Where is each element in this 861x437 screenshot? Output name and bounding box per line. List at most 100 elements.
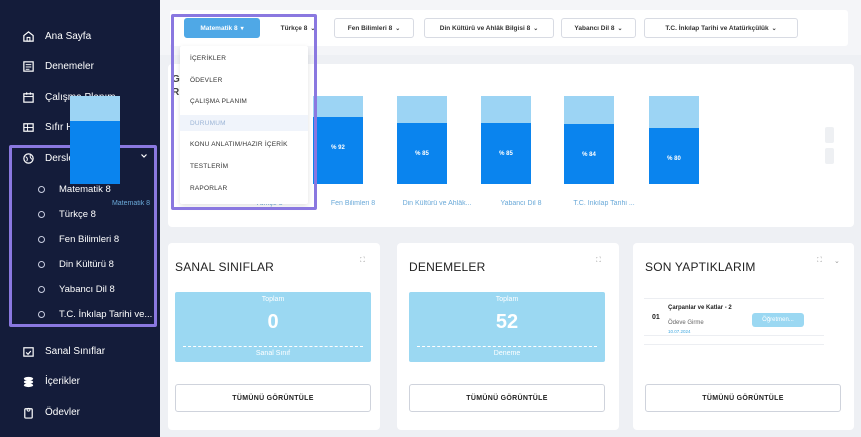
- layers-icon: [22, 375, 35, 388]
- list-item: [644, 344, 824, 364]
- tab-matematik[interactable]: Matematik 8 ▾: [184, 18, 260, 38]
- chart-bar-remainder: [70, 96, 120, 121]
- chart-data-label: % 85: [415, 151, 429, 157]
- sidebar-item-sanal-siniflar[interactable]: Sanal Sınıflar: [0, 336, 160, 366]
- sidebar-subitem-matematik[interactable]: Matematik 8: [0, 177, 160, 201]
- tabs-container: Matematik 8 ▾ Türkçe 8 ⌄ Fen Bilimleri 8 ⌄ …: [170, 10, 848, 46]
- tab-fen[interactable]: Fen Bilimleri 8 ⌄: [334, 18, 414, 38]
- menu-item-icerikler[interactable]: İÇERİKLER: [190, 55, 227, 62]
- tab-yabanci[interactable]: Yabancı Dil 8 ⌄: [561, 18, 636, 38]
- stat-caption: Toplam: [261, 296, 285, 303]
- sidebar-item-label: Dersler: [45, 152, 78, 164]
- highlight-frame: [171, 14, 317, 210]
- menu-item-testlerim[interactable]: TESTLERİM: [190, 163, 229, 170]
- chart-category-label: T.C. İnkılap Tarihi ...: [573, 200, 635, 207]
- sidebar-item-odevler[interactable]: Ödevler: [0, 397, 160, 427]
- row-number: 01: [652, 314, 660, 321]
- chevron-down-icon[interactable]: ⌄: [834, 258, 840, 265]
- view-all-button[interactable]: TÜMÜNÜ GÖRÜNTÜLE: [645, 384, 841, 412]
- chart-heading-fragment: G: [172, 74, 180, 85]
- calendar-icon: [22, 91, 35, 104]
- dropdown-selected-bg: [180, 115, 308, 131]
- menu-item-raporlar[interactable]: RAPORLAR: [190, 185, 228, 192]
- tab-inkilap[interactable]: T.C. İnkılap Tarihi ve Atatürkçülük ⌄: [644, 18, 798, 38]
- sidebar-item-label: Sanal Sınıflar: [45, 345, 106, 357]
- chart-bar-remainder: [649, 96, 699, 128]
- sidebar-item-icerikler[interactable]: İçerikler: [0, 366, 160, 396]
- sidebar-item-denemeler[interactable]: Denemeler: [0, 51, 160, 81]
- sidebar: Ana Sayfa Denemeler Çalışma Planım Sıfır…: [0, 0, 160, 437]
- chart-bar-remainder: [313, 96, 363, 117]
- circle-icon: [38, 285, 45, 293]
- row-title: Çarpanlar ve Katlar - 2: [668, 305, 732, 311]
- chart-bar: % 85: [481, 96, 531, 184]
- sidebar-subitem-fen[interactable]: Fen Bilimleri 8: [0, 227, 160, 251]
- chart-heading-fragment: R: [172, 87, 180, 98]
- stat-caption: Toplam: [495, 296, 519, 303]
- card-title: DENEMELER: [409, 260, 486, 274]
- sidebar-subitem-yabanci[interactable]: Yabancı Dil 8: [0, 277, 160, 301]
- chart-data-label: % 80: [667, 156, 681, 162]
- chart-scroll-down[interactable]: [825, 148, 834, 164]
- chevron-down-icon: ⌄: [310, 25, 316, 32]
- chart-bar-remainder: [481, 96, 531, 123]
- chevron-down-icon: ⌄: [533, 25, 539, 32]
- menu-item-calisma-planim[interactable]: ÇALIŞMA PLANIM: [190, 98, 247, 105]
- chart-bar-fill: [649, 128, 699, 184]
- sidebar-item-label: Denemeler: [45, 60, 94, 72]
- chart-category-label: Matematik 8: [111, 200, 151, 207]
- circle-icon: [38, 310, 45, 318]
- card-title: SANAL SINIFLAR: [175, 260, 275, 274]
- view-all-button[interactable]: TÜMÜNÜ GÖRÜNTÜLE: [409, 384, 605, 412]
- sidebar-subitem-din[interactable]: Din Kültürü 8: [0, 252, 160, 276]
- chevron-down-icon[interactable]: [140, 152, 148, 160]
- sidebar-subitem-inkilap[interactable]: T.C. İnkılap Tarihi ve...: [0, 302, 160, 326]
- chart-bar-fill: [313, 117, 363, 184]
- sidebar-item-dersler[interactable]: Dersler: [0, 143, 160, 173]
- stat-subcaption: Sanal Sınıf: [255, 350, 291, 357]
- chart-data-label: % 85: [499, 151, 513, 157]
- stat-subcaption: Deneme: [493, 350, 521, 357]
- sidebar-item-label: İçerikler: [45, 375, 81, 387]
- menu-item-durumum[interactable]: DURUMUM: [190, 120, 226, 127]
- chart-scroll-up[interactable]: [825, 127, 834, 143]
- calendar-check-icon: [22, 345, 35, 358]
- stat-value: 52: [495, 311, 519, 333]
- expand-icon[interactable]: ⛶: [596, 257, 601, 264]
- chart-bar: % 80: [649, 96, 699, 184]
- circle-icon: [38, 185, 45, 193]
- sidebar-item-ana-sayfa[interactable]: Ana Sayfa: [0, 21, 160, 51]
- chevron-down-icon: ⌄: [617, 25, 623, 32]
- chart-category-label: Din Kültürü ve Ahlâk...: [402, 200, 472, 207]
- chart-data-label: % 84: [582, 152, 596, 158]
- list-item[interactable]: 01 Çarpanlar ve Katlar - 2 Ödeve Girme 1…: [644, 298, 824, 336]
- chart-bar-remainder: [397, 96, 447, 123]
- stat-box: Toplam 0 Sanal Sınıf: [175, 292, 371, 362]
- chevron-down-icon: ⌄: [771, 25, 777, 32]
- sidebar-subitem-turkce[interactable]: Türkçe 8: [0, 202, 160, 226]
- row-date: 10.07.2024: [668, 329, 691, 334]
- tab-din[interactable]: Din Kültürü ve Ahlâk Bilgisi 8 ⌄: [424, 18, 554, 38]
- row-type: Ödeve Girme: [668, 320, 704, 326]
- expand-icon[interactable]: ⛶: [360, 257, 365, 264]
- menu-item-odevler[interactable]: ÖDEVLER: [190, 77, 223, 84]
- subject-dropdown-menu: İÇERİKLER ÖDEVLER ÇALIŞMA PLANIM DURUMUM…: [180, 46, 308, 204]
- chart-bar-fill: [397, 123, 447, 184]
- chart-bar-fill: [481, 123, 531, 184]
- tab-turkce[interactable]: Türkçe 8 ⌄: [268, 18, 328, 38]
- view-all-button[interactable]: TÜMÜNÜ GÖRÜNTÜLE: [175, 384, 371, 412]
- sidebar-item-label: Ana Sayfa: [45, 30, 92, 42]
- sanal-siniflar-card: SANAL SINIFLAR ⛶ Toplam 0 Sanal Sınıf TÜ…: [168, 243, 380, 430]
- teacher-button[interactable]: Öğretmen...: [752, 313, 804, 327]
- expand-icon[interactable]: ⛶: [817, 257, 822, 264]
- son-yaptiklarim-card: SON YAPTIKLARIM ⛶ ⌄ 01 Çarpanlar ve Katl…: [633, 243, 854, 430]
- chart-bar-fill: [564, 124, 614, 184]
- menu-item-konu-anlatim[interactable]: KONU ANLATIM/HAZIR İÇERİK: [190, 141, 288, 148]
- chart-category-label: Fen Bilimleri 8: [330, 200, 376, 207]
- home-icon: [22, 30, 35, 43]
- stat-value: 0: [267, 311, 279, 333]
- card-title: SON YAPTIKLARIM: [645, 260, 756, 274]
- document-icon: [22, 60, 35, 73]
- chevron-down-icon: ⌄: [395, 25, 401, 32]
- divider: [183, 346, 363, 347]
